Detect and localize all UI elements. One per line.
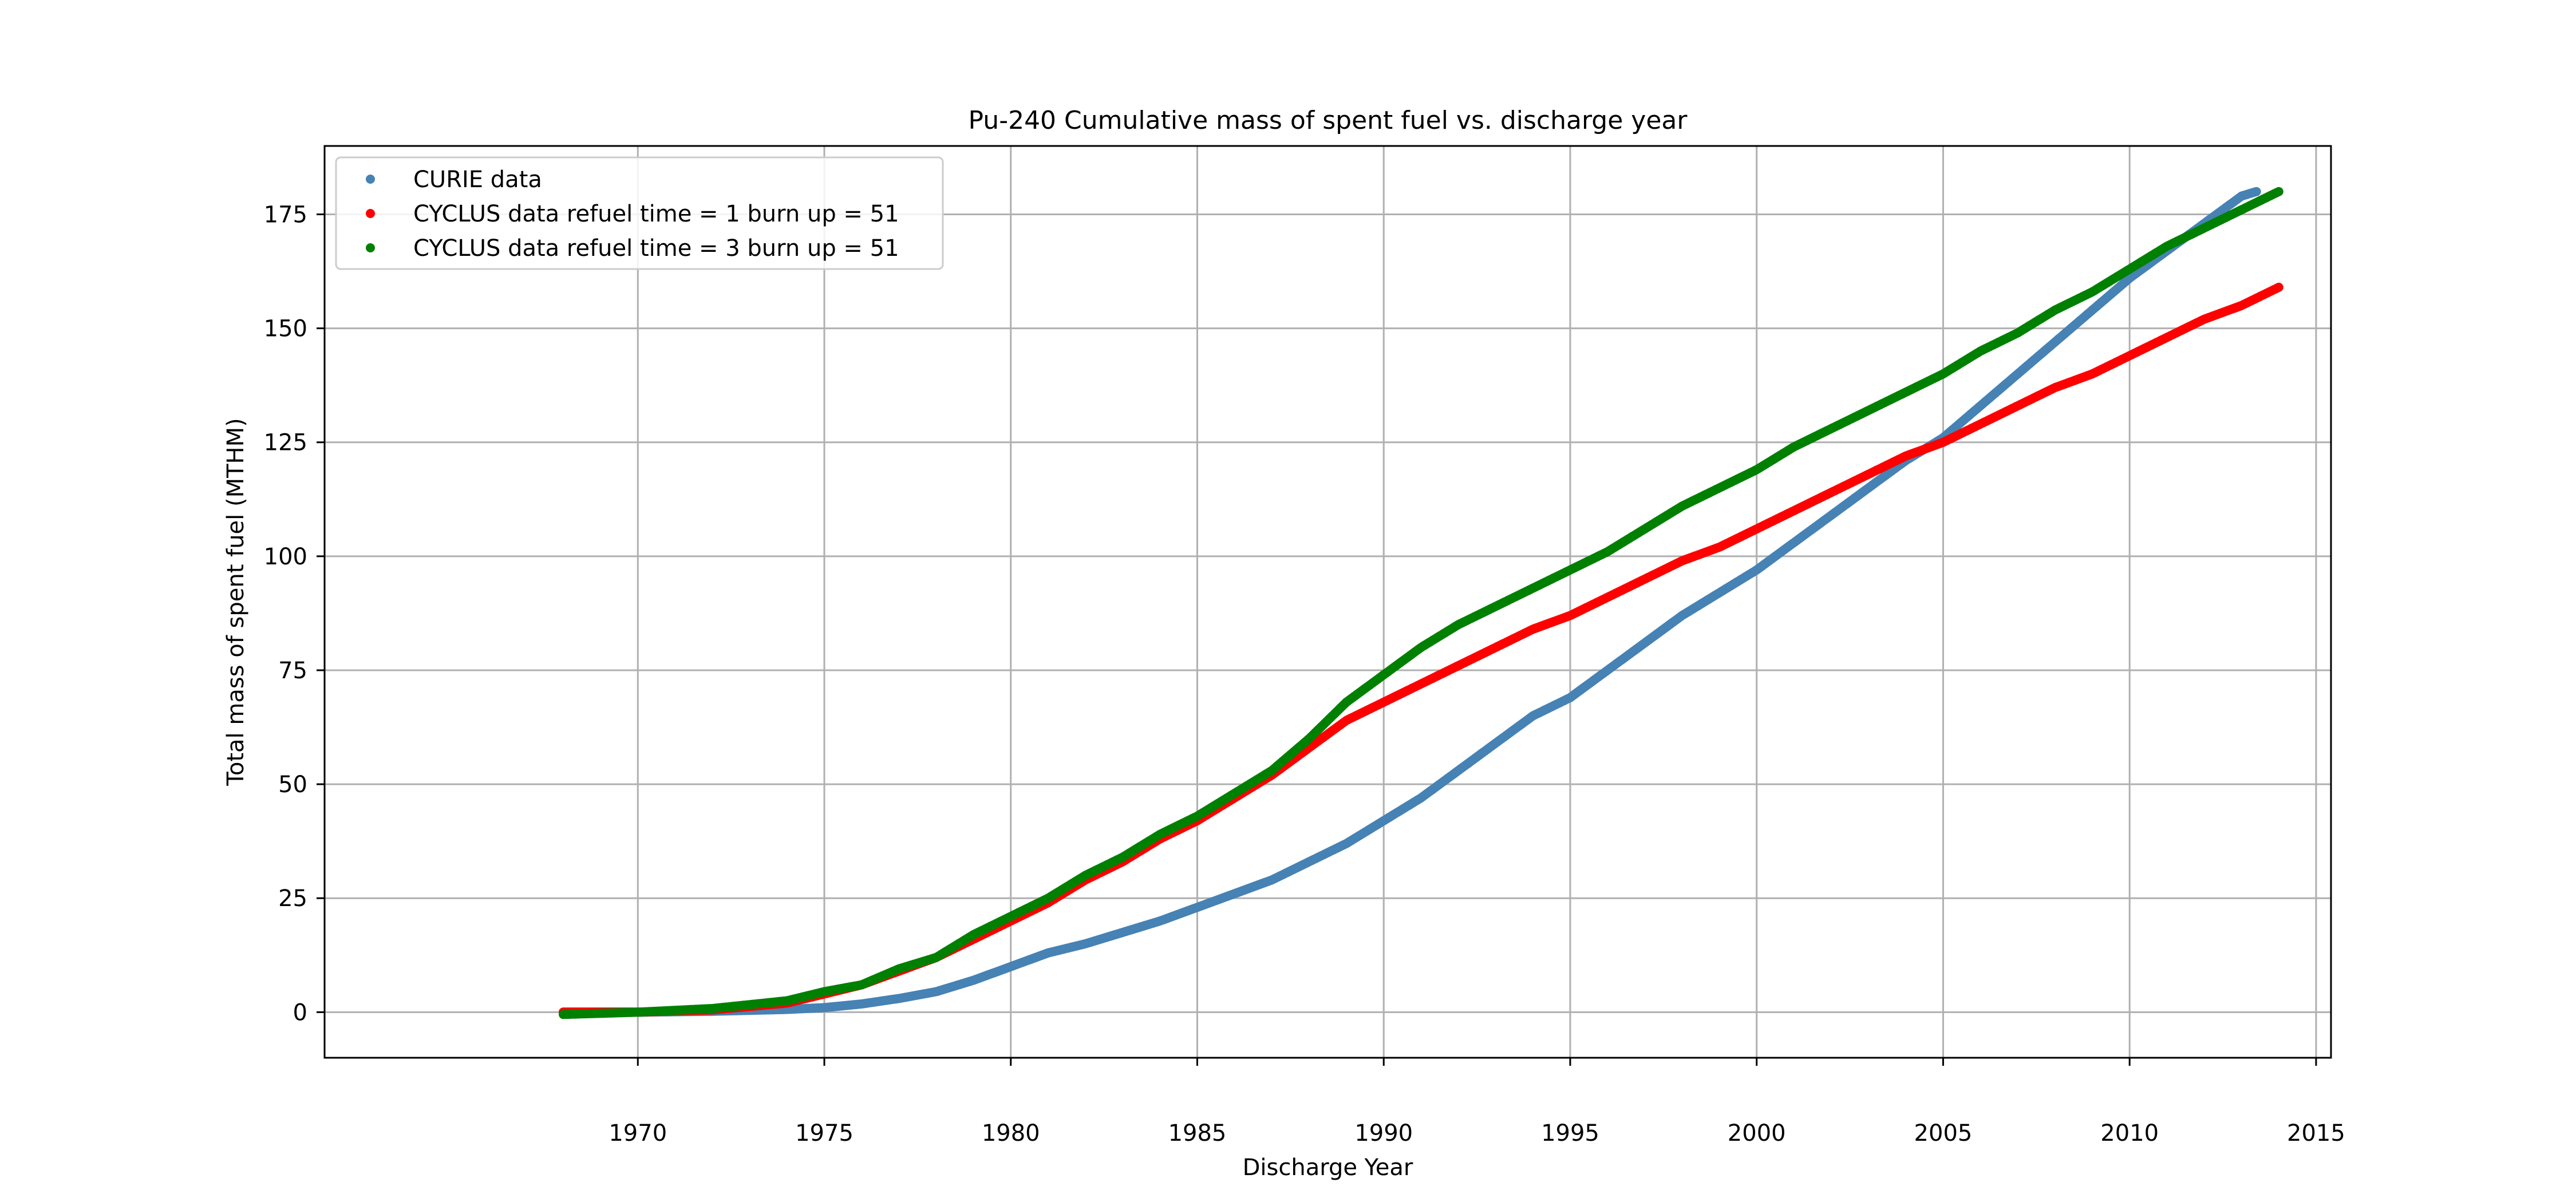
y-tick-label: 75 xyxy=(278,658,307,684)
x-axis-label: Discharge Year xyxy=(1243,1154,1413,1181)
series-cyclus-data-refuel-time-3-burn-up-51 xyxy=(559,187,2283,1019)
data-point xyxy=(2274,187,2283,196)
x-tick-label: 2005 xyxy=(1914,1120,1973,1146)
y-tick-label: 25 xyxy=(278,885,307,912)
y-tick-label: 175 xyxy=(264,201,307,228)
legend: CURIE data CYCLUS data refuel time = 1 bu… xyxy=(335,156,944,270)
legend-marker xyxy=(366,175,375,184)
x-tick-label: 2015 xyxy=(2287,1120,2345,1146)
chart-title: Pu-240 Cumulative mass of spent fuel vs.… xyxy=(969,106,1688,135)
legend-label: CYCLUS data refuel time = 1 burn up = 51 xyxy=(413,201,899,227)
legend-box xyxy=(335,156,944,270)
x-tick-label: 1995 xyxy=(1541,1120,1599,1146)
legend-label: CURIE data xyxy=(413,167,542,193)
x-tick-label: 1980 xyxy=(982,1120,1040,1146)
y-axis-label: Total mass of spent fuel (MTHM) xyxy=(223,418,249,786)
legend-marker xyxy=(366,209,375,218)
y-tick-label: 0 xyxy=(293,999,307,1026)
x-tick-label: 1985 xyxy=(1168,1120,1227,1146)
data-point xyxy=(2251,187,2261,196)
y-tick-label: 50 xyxy=(278,772,307,798)
series-cyclus-data-refuel-time-1-burn-up-51 xyxy=(559,282,2283,1017)
y-tick-label: 150 xyxy=(264,316,307,342)
x-tick-label: 2000 xyxy=(1728,1120,1786,1146)
data-point xyxy=(2274,282,2283,292)
y-tick-label: 100 xyxy=(264,544,307,570)
legend-label: CYCLUS data refuel time = 3 burn up = 51 xyxy=(413,235,899,262)
x-tick-label: 1970 xyxy=(609,1120,667,1146)
ticks: 1970 1975 1980 1985 1990 1995 2000 2005 2010 2015… xyxy=(264,201,2345,1146)
legend-marker xyxy=(366,243,375,252)
y-tick-label: 125 xyxy=(264,430,307,456)
series-layer xyxy=(559,187,2283,1019)
x-tick-label: 1990 xyxy=(1354,1120,1413,1146)
x-tick-label: 2010 xyxy=(2100,1120,2159,1146)
x-tick-label: 1975 xyxy=(795,1120,854,1146)
axes-frame xyxy=(323,145,2332,1059)
grid xyxy=(325,146,2331,1058)
